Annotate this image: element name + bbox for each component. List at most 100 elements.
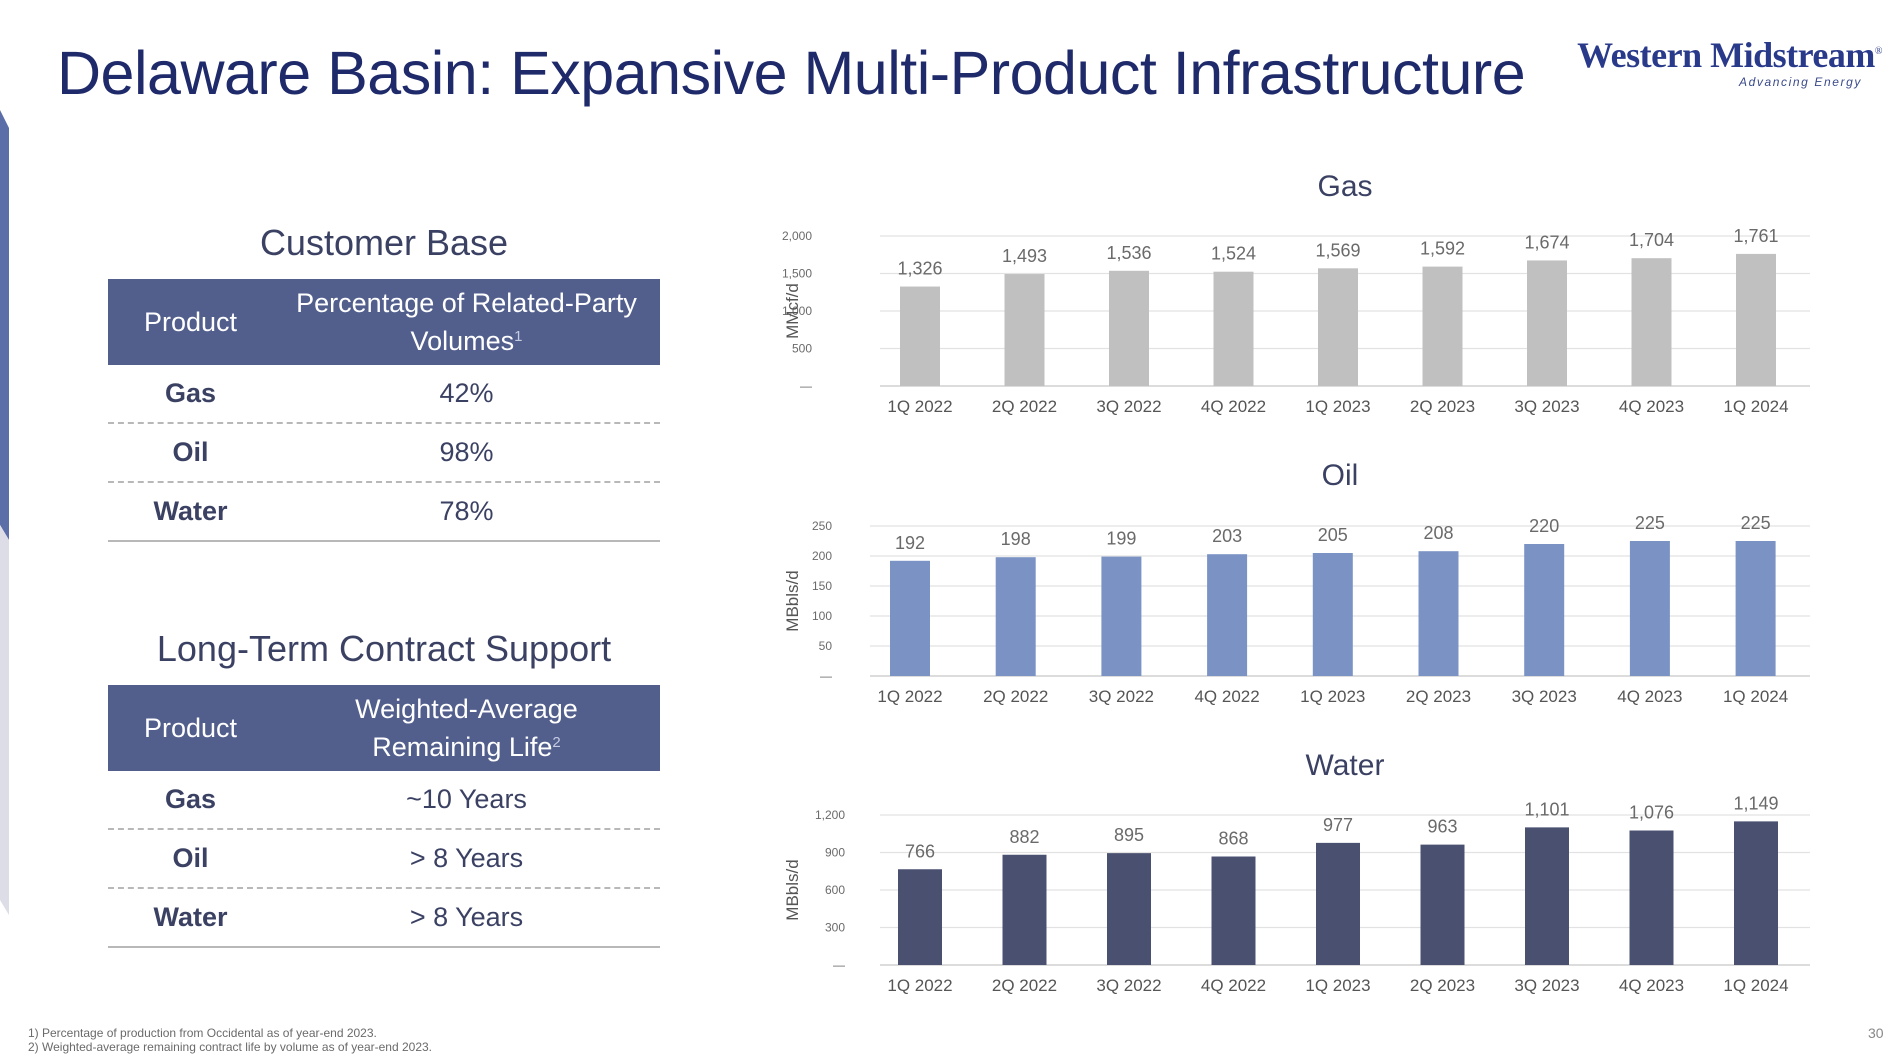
y-tick-label: — <box>800 379 812 393</box>
bar-value-label: 882 <box>1009 827 1039 847</box>
x-tick-label: 4Q 2022 <box>1194 687 1259 706</box>
bar <box>1629 830 1674 965</box>
table-row: Gas 42% <box>108 365 660 424</box>
bar <box>995 557 1036 676</box>
bar-value-label: 1,101 <box>1524 799 1569 819</box>
x-tick-label: 3Q 2022 <box>1096 397 1161 416</box>
bar <box>1735 541 1776 676</box>
bar-value-label: 1,524 <box>1211 244 1256 264</box>
bar-value-label: 1,076 <box>1629 803 1674 823</box>
table-row: Oil 98% <box>108 424 660 483</box>
bar-value-label: 1,674 <box>1524 232 1569 252</box>
x-tick-label: 4Q 2023 <box>1617 687 1682 706</box>
bar-value-label: 1,493 <box>1002 246 1047 266</box>
bar <box>1420 844 1465 965</box>
bar <box>1524 544 1565 676</box>
bar-value-label: 1,704 <box>1629 230 1674 250</box>
y-tick-label: 1,500 <box>782 267 812 281</box>
y-axis-label: MMcf/d <box>783 283 802 339</box>
y-tick-label: 150 <box>812 579 832 593</box>
row-product: Gas <box>164 784 217 814</box>
y-tick-label: 2,000 <box>782 229 812 243</box>
x-tick-label: 1Q 2022 <box>887 397 952 416</box>
company-logo: Western Midstream® Advancing Energy <box>1570 34 1882 94</box>
x-tick-label: 1Q 2023 <box>1300 687 1365 706</box>
row-product: Oil <box>172 437 209 467</box>
x-tick-label: 3Q 2023 <box>1512 687 1577 706</box>
logo-wordmark: Western Midstream® <box>1577 35 1882 75</box>
chart-title: Oil <box>1322 459 1359 492</box>
y-tick-label: 250 <box>812 519 832 533</box>
bar-value-label: 192 <box>895 533 925 553</box>
y-tick-label: — <box>833 958 845 972</box>
bar-value-label: 225 <box>1741 513 1771 533</box>
x-tick-label: 2Q 2023 <box>1406 687 1471 706</box>
bar <box>1527 260 1567 386</box>
x-tick-label: 4Q 2022 <box>1201 397 1266 416</box>
table-row: Water > 8 Years <box>108 889 660 948</box>
x-tick-label: 1Q 2024 <box>1723 397 1788 416</box>
y-tick-label: 50 <box>819 639 833 653</box>
bar-value-label: 1,761 <box>1733 226 1778 246</box>
header-product: Product <box>143 712 238 743</box>
bar <box>1207 554 1248 676</box>
bar <box>1318 268 1358 386</box>
y-tick-label: 1,000 <box>782 304 812 318</box>
x-tick-label: 3Q 2023 <box>1514 397 1579 416</box>
x-tick-label: 1Q 2023 <box>1305 976 1370 995</box>
bar <box>1734 821 1778 965</box>
footnotes: 1) Percentage of production from Occiden… <box>28 1026 432 1054</box>
y-tick-label: 300 <box>825 921 845 935</box>
bar-value-label: 1,569 <box>1315 240 1360 260</box>
x-tick-label: 1Q 2024 <box>1723 687 1788 706</box>
bar-value-label: 963 <box>1427 817 1457 837</box>
table-header: Product Weighted-Average Remaining Life2 <box>108 685 660 771</box>
y-axis-label: MBbls/d <box>783 570 802 631</box>
customer-base-table: Product Percentage of Related-Party Volu… <box>108 279 660 542</box>
y-tick-label: — <box>820 669 832 683</box>
row-value: > 8 Years <box>409 843 524 873</box>
bar <box>1211 856 1256 965</box>
bar-value-label: 198 <box>1001 529 1031 549</box>
table-header: Product Percentage of Related-Party Volu… <box>108 279 660 365</box>
bar-value-label: 225 <box>1635 513 1665 533</box>
header-percentage: Percentage of Related-Party Volumes1 <box>296 287 637 356</box>
y-tick-label: 900 <box>825 846 845 860</box>
x-tick-label: 4Q 2023 <box>1619 976 1684 995</box>
bar <box>1422 266 1463 386</box>
x-tick-label: 3Q 2022 <box>1096 976 1161 995</box>
header-product: Product <box>143 306 238 337</box>
bar <box>1736 253 1776 386</box>
footnote-marker: 2 <box>552 733 561 751</box>
chart-title: Gas <box>1317 170 1372 203</box>
side-accent-bar <box>0 110 9 915</box>
bar-value-label: 199 <box>1106 529 1136 549</box>
logo-tagline: Advancing Energy <box>1739 75 1862 89</box>
bar-value-label: 1,592 <box>1420 239 1465 259</box>
row-value: 98% <box>439 437 494 467</box>
footnote-marker: 1 <box>514 327 523 345</box>
bar <box>1101 556 1142 676</box>
bar <box>890 560 930 676</box>
bar-value-label: 977 <box>1323 815 1353 835</box>
header-remaining-life: Weighted-Average Remaining Life2 <box>355 693 578 762</box>
bar-value-label: 1,149 <box>1733 793 1778 813</box>
table-row: Oil > 8 Years <box>108 830 660 889</box>
row-value: 42% <box>439 378 494 408</box>
y-tick-label: 500 <box>792 342 812 356</box>
table-row: Gas ~10 Years <box>108 771 660 830</box>
bar-value-label: 766 <box>905 841 935 861</box>
x-tick-label: 2Q 2022 <box>983 687 1048 706</box>
x-tick-label: 1Q 2023 <box>1305 397 1370 416</box>
bar-value-label: 220 <box>1529 516 1559 536</box>
customer-base-title: Customer Base <box>259 222 509 263</box>
y-tick-label: 600 <box>825 883 845 897</box>
y-tick-label: 100 <box>812 609 832 623</box>
bar-value-label: 1,326 <box>897 259 942 279</box>
page-title: Delaware Basin: Expansive Multi-Product … <box>57 39 1526 107</box>
footnote-2: 2) Weighted-average remaining contract l… <box>28 1040 432 1054</box>
bar-value-label: 1,536 <box>1106 243 1151 263</box>
row-product: Water <box>153 496 228 526</box>
bar <box>1629 541 1670 676</box>
